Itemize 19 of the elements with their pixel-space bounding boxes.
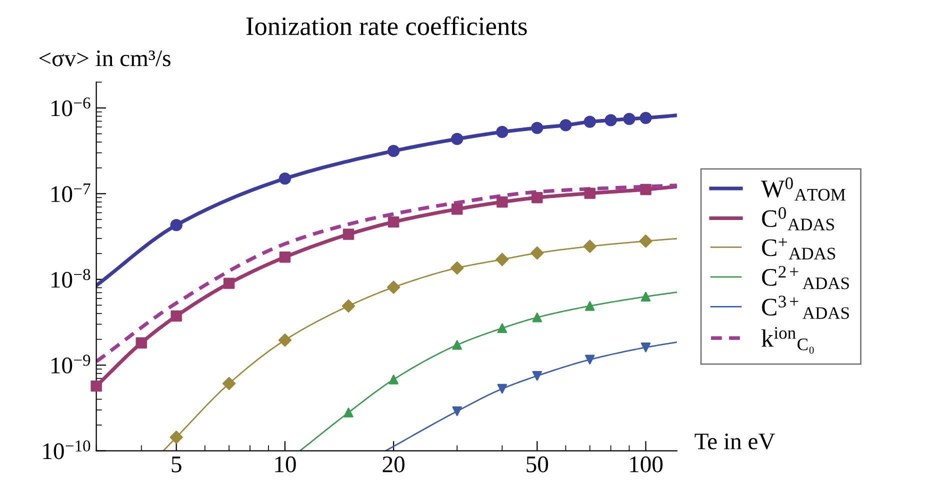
- x-tick-label: 5: [172, 456, 182, 472]
- x-tick-label: 10: [275, 456, 296, 472]
- y-tick-label: 10$^{−8}$: [51, 268, 90, 288]
- y-tick-label: 10$^{−7}$: [51, 183, 90, 202]
- y-tick-label: 10$^{−6}$: [51, 97, 90, 116]
- legend-label: C$^{2+}$$_{ADAS}$: [762, 266, 849, 290]
- legend-label: W$^{0}$$_{ATOM}$: [761, 177, 846, 201]
- x-axis-title: Te in eV: [694, 434, 776, 450]
- y-tick-label: 10$^{−10}$: [43, 440, 90, 460]
- y-axis-title: <σv> in cm³/s: [39, 50, 170, 66]
- chart-title: Ionization rate coefficients: [246, 16, 527, 36]
- x-tick-label: 20: [382, 456, 404, 472]
- legend-label: C$^{+}$$_{ADAS}$: [762, 238, 836, 260]
- legend-label: C$^{0}$$_{ADAS}$: [762, 207, 834, 230]
- x-tick-label: 50: [526, 456, 548, 472]
- legend-label: C$^{3+}$$_{ADAS}$: [762, 296, 849, 319]
- y-tick-label: 10$^{−9}$: [51, 354, 90, 374]
- legend-label: k$^{ion}$$_{C₀}$: [761, 327, 814, 354]
- x-tick-label: 100: [630, 456, 663, 472]
